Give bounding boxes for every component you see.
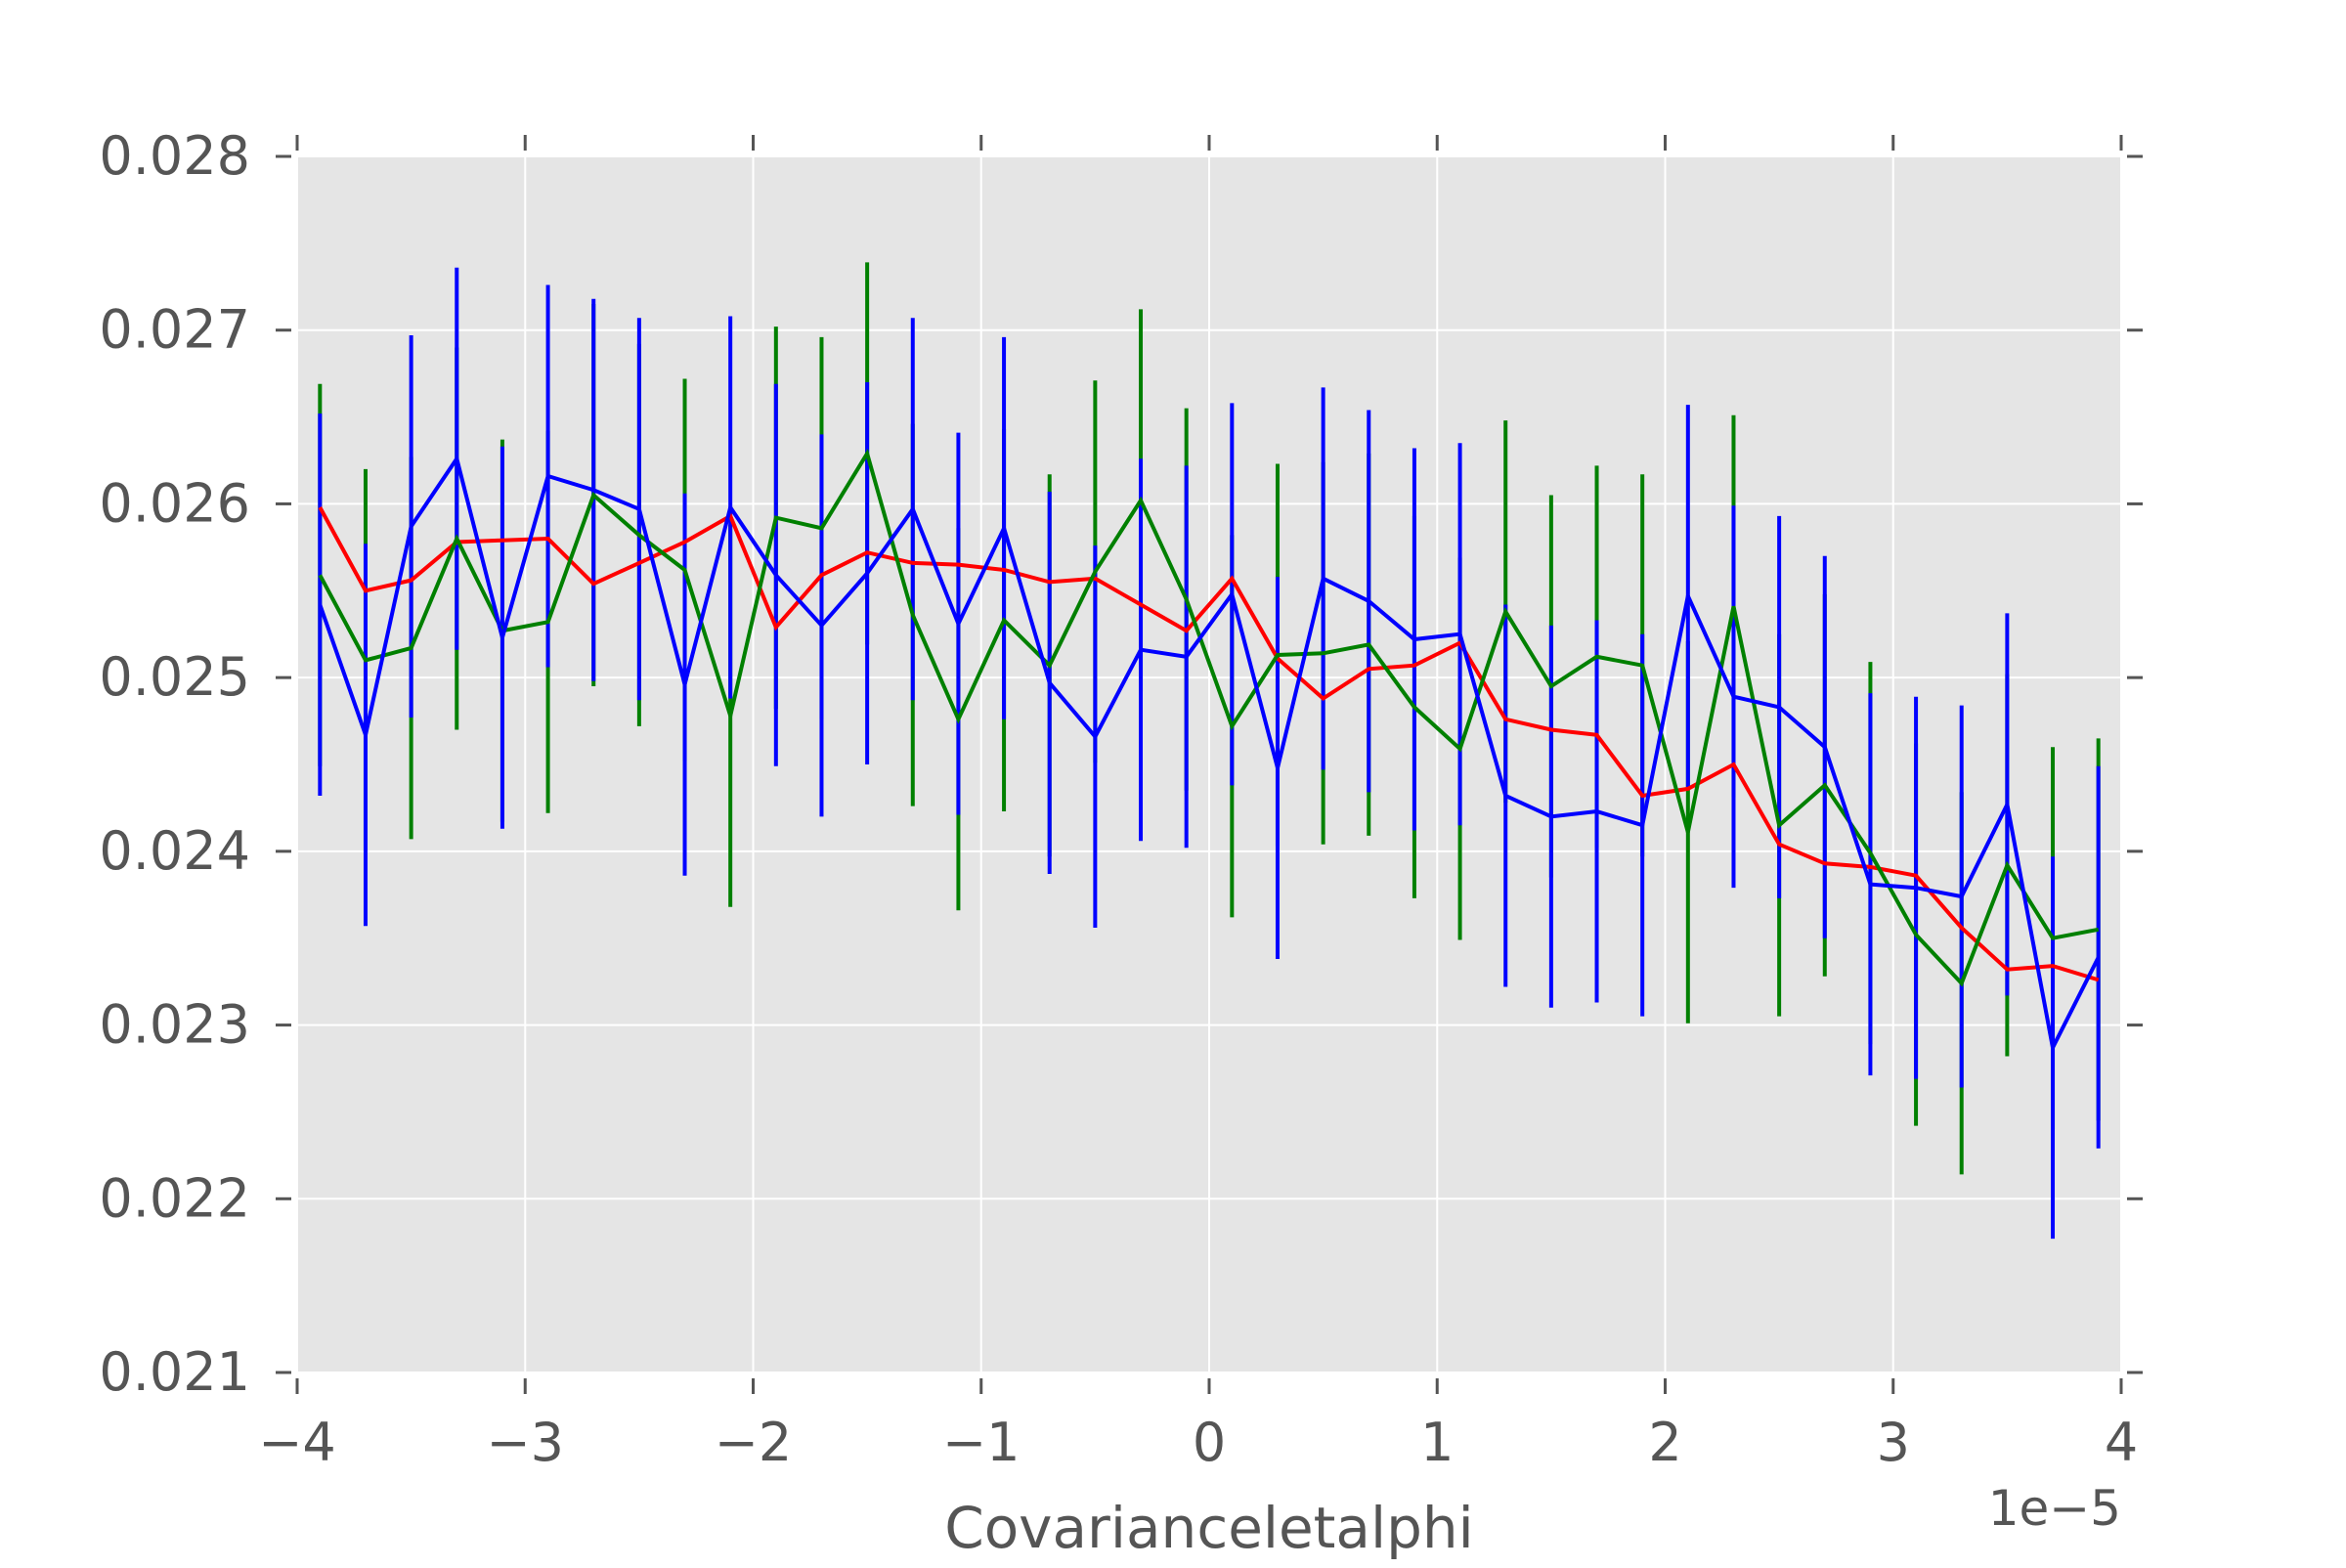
tick-labels: −4 −3 −2 −1 0 1 2 3 4 0.021 0.022 0.023 0.024 0.025 0.… [99, 125, 2138, 1473]
y-tick-label: 0.026 [99, 472, 250, 534]
y-tick-label: 0.021 [99, 1341, 250, 1403]
x-offset-label: 1e−5 [1988, 1480, 2121, 1537]
y-tick-label: 0.023 [99, 994, 250, 1056]
x-tick-label: 2 [1648, 1412, 1681, 1473]
y-tick-label: 0.025 [99, 646, 250, 708]
series-line [318, 448, 2100, 987]
x-tick-label: −4 [258, 1412, 336, 1473]
x-tick-label: 0 [1193, 1412, 1226, 1473]
x-tick-label: 3 [1877, 1412, 1910, 1473]
x-axis-label: Covarianceletalphi [944, 1495, 1474, 1561]
x-tick-label: −1 [942, 1412, 1021, 1473]
y-tick-label: 0.024 [99, 820, 250, 882]
x-tick-label: 1 [1420, 1412, 1454, 1473]
x-tick-label: −3 [486, 1412, 564, 1473]
x-tick-label: 4 [2105, 1412, 2138, 1473]
axis-ticks [276, 135, 2143, 1394]
y-tick-label: 0.027 [99, 299, 250, 361]
series-line [318, 506, 2100, 982]
y-tick-label: 0.022 [99, 1167, 250, 1229]
x-tick-label: −2 [715, 1412, 793, 1473]
grid [296, 155, 2122, 1373]
y-tick-label: 0.028 [99, 125, 250, 187]
series-line [318, 454, 2101, 1054]
series-lines [318, 448, 2101, 1054]
